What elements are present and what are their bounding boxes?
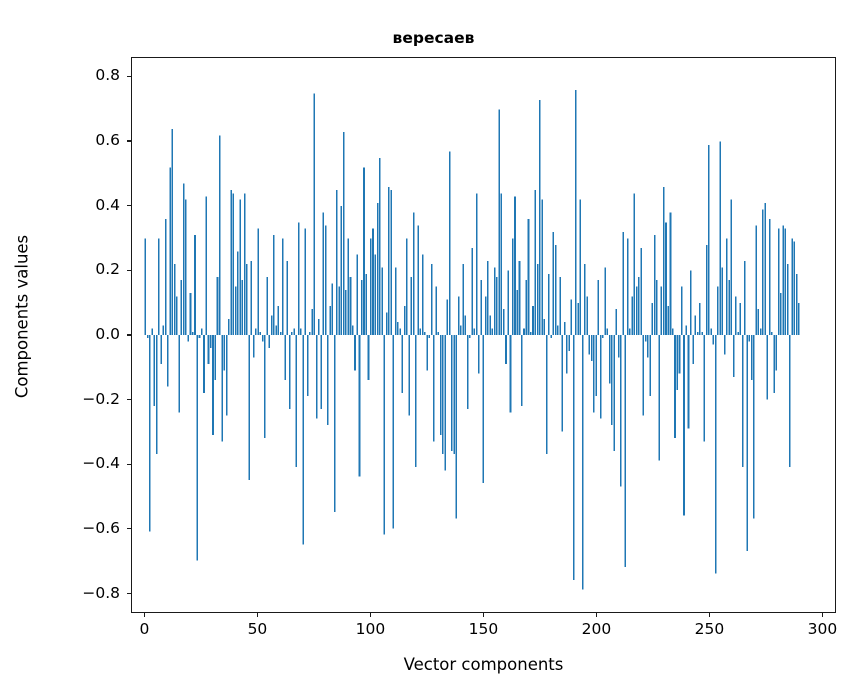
- y-tick-label: 0.8: [95, 66, 120, 85]
- x-tick-mark: [256, 613, 258, 618]
- plot-area: [132, 58, 835, 612]
- y-tick-mark: [126, 528, 131, 530]
- plot-axes: [131, 57, 836, 613]
- y-axis-label: Components values: [12, 234, 32, 399]
- x-tick-mark: [595, 613, 597, 618]
- y-tick-label: −0.4: [82, 454, 120, 473]
- y-tick-label: −0.8: [82, 583, 120, 602]
- x-tick-label: 100: [355, 620, 386, 638]
- y-tick-mark: [126, 205, 131, 207]
- y-tick-mark: [126, 463, 131, 465]
- y-tick-mark: [126, 593, 131, 595]
- y-tick-label: −0.2: [82, 389, 120, 408]
- y-tick-mark: [126, 75, 131, 77]
- x-axis-label: Vector components: [403, 655, 564, 674]
- x-tick-label: 150: [468, 620, 499, 638]
- x-tick-mark: [708, 613, 710, 618]
- x-tick-mark: [482, 613, 484, 618]
- x-tick-label: 250: [694, 620, 725, 638]
- y-tick-mark: [126, 140, 131, 142]
- x-tick-mark: [821, 613, 823, 618]
- y-tick-label: −0.6: [82, 518, 120, 537]
- y-tick-label: 0.4: [95, 195, 120, 214]
- chart-title-line-1: вересаев: [392, 29, 475, 47]
- x-tick-mark: [369, 613, 371, 618]
- y-tick-label: 0.6: [95, 131, 120, 150]
- x-tick-label: 200: [581, 620, 612, 638]
- y-tick-label: 0.2: [95, 260, 120, 279]
- bar-series: [144, 90, 800, 590]
- y-tick-mark: [126, 269, 131, 271]
- x-tick-mark: [143, 613, 145, 618]
- y-tick-label: 0.0: [95, 325, 120, 343]
- y-tick-mark: [126, 334, 131, 336]
- x-tick-label: 0: [139, 620, 150, 638]
- x-tick-label: 50: [247, 620, 268, 638]
- x-tick-label: 300: [807, 620, 838, 638]
- y-tick-mark: [126, 399, 131, 401]
